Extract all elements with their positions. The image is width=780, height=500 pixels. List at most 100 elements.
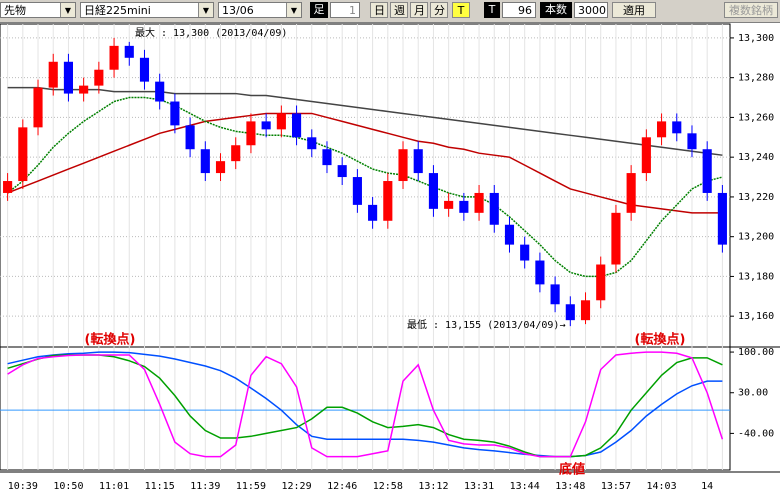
candle-body (200, 149, 210, 174)
y-tick-label: 13,220 (738, 192, 774, 203)
candle-body (231, 145, 241, 162)
candle-body (611, 212, 621, 265)
y-tick-label: 100.00 (738, 347, 774, 358)
candle-body (261, 121, 271, 130)
candle-body (672, 121, 682, 134)
y-tick-label: 13,160 (738, 311, 774, 322)
candle-body (520, 244, 530, 261)
market-select[interactable]: 先物 (0, 2, 76, 18)
x-tick-label: 10:39 (8, 481, 38, 492)
candle-body (383, 181, 393, 221)
candle-body (322, 149, 332, 166)
candle-body (109, 45, 119, 70)
t-label: T (484, 2, 500, 18)
candle-body (307, 137, 317, 150)
candle-body (565, 304, 575, 321)
candle-body (657, 121, 667, 138)
plot-frame (0, 23, 731, 471)
candle-body (641, 137, 651, 174)
month-button[interactable]: 月 (410, 2, 428, 18)
x-tick-label: 13:12 (418, 481, 448, 492)
candle-body (368, 204, 378, 221)
y-tick-label: 13,180 (738, 271, 774, 282)
multi-button[interactable]: 複数銘柄 (724, 2, 778, 18)
x-tick-label: 13:48 (555, 481, 585, 492)
x-tick-label: 12:58 (373, 481, 403, 492)
annotation: (転換点) (635, 332, 686, 348)
x-tick-label: 14:03 (647, 481, 677, 492)
y-tick-label: 13,280 (738, 73, 774, 84)
candle-body (139, 57, 150, 82)
y-tick-label: 13,240 (738, 152, 774, 163)
annotation: 最大 : 13,300 (2013/04/09) (135, 26, 287, 39)
oscillator-line (7, 351, 723, 458)
candle-body (337, 165, 347, 178)
candle-body (428, 173, 438, 209)
x-tick-label: 11:01 (99, 481, 129, 492)
candle-body (246, 121, 256, 146)
t-value[interactable]: 96 (502, 2, 536, 18)
x-tick-label: 11:39 (190, 481, 220, 492)
candle-body (596, 264, 606, 301)
y-tick-label: -40.00 (738, 428, 774, 439)
candle-body (413, 149, 423, 174)
contract-select[interactable]: 13/06 (218, 2, 302, 18)
apply-button[interactable]: 適用 (612, 2, 656, 18)
candle-body (3, 181, 13, 193)
candle-body (687, 133, 697, 150)
x-tick-label: 13:31 (464, 481, 494, 492)
candle-body (352, 177, 362, 205)
candle-body (398, 149, 408, 182)
candle-body (626, 173, 636, 213)
tick-button[interactable]: T (452, 2, 470, 18)
bar-label: 足 (310, 2, 328, 18)
candle-body (215, 161, 226, 174)
candle-body (48, 61, 58, 88)
count-value[interactable]: 3000 (574, 2, 608, 18)
y-tick-label: 13,300 (738, 33, 774, 44)
symbol-select[interactable]: 日経225mini (80, 2, 214, 18)
oscillator-line (7, 351, 724, 458)
day-button[interactable]: 日 (370, 2, 388, 18)
candle-body (459, 200, 469, 213)
candle-body (79, 85, 89, 94)
toolbar: 先物 日経225mini 13/06 足 1 日 週 月 分 T T 96 本数… (0, 0, 780, 23)
annotation: 底値 (559, 462, 585, 478)
candle-body (550, 284, 560, 305)
candle-body (717, 192, 727, 245)
candle-body (63, 61, 73, 94)
candle-body (185, 125, 195, 150)
annotation: (転換点) (85, 332, 136, 348)
x-tick-label: 14 (701, 481, 713, 492)
x-tick-label: 10:50 (53, 481, 83, 492)
candle-body (535, 260, 545, 285)
candle-body (474, 192, 484, 213)
candle-body (94, 69, 104, 86)
x-tick-label: 13:57 (601, 481, 631, 492)
moving-average (7, 96, 723, 278)
x-tick-label: 12:46 (327, 481, 357, 492)
candle-body (580, 300, 591, 321)
week-button[interactable]: 週 (390, 2, 408, 18)
candle-body (124, 45, 134, 58)
candle-body (18, 127, 28, 182)
y-tick-label: 13,200 (738, 232, 774, 243)
count-label: 本数 (540, 2, 572, 18)
moving-average (7, 112, 723, 214)
candle-body (702, 149, 712, 193)
candle-body (489, 192, 499, 225)
candle-body (504, 224, 515, 245)
y-tick-label: 30.00 (738, 388, 768, 399)
x-tick-label: 11:15 (145, 481, 175, 492)
candle-body (155, 81, 165, 102)
minute-button[interactable]: 分 (430, 2, 448, 18)
candle-body (33, 87, 43, 128)
candle-body (170, 101, 180, 126)
x-tick-label: 11:59 (236, 481, 266, 492)
candle-body (444, 200, 454, 209)
x-tick-label: 12:29 (282, 481, 312, 492)
candle-body (292, 113, 302, 138)
candle-body (276, 113, 286, 130)
bar-size[interactable]: 1 (330, 2, 360, 18)
